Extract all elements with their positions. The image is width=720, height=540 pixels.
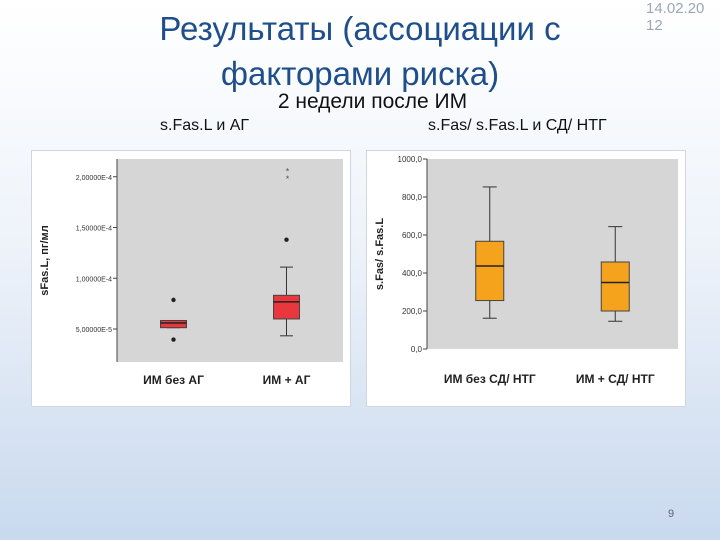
extreme-point: * xyxy=(286,174,290,184)
y-tick-label: 1,00000E-4 xyxy=(76,276,112,283)
slide-subtitle: 2 недели после ИМ xyxy=(277,90,468,113)
y-tick-label: 800,0 xyxy=(402,193,423,202)
y-tick-label: 0,0 xyxy=(411,345,423,354)
slide-date: 14.02.20 12 xyxy=(646,0,705,34)
box xyxy=(600,261,630,312)
right-boxplot-chart: 0,0 200,0 400,0 600,0 800,0 1000,0 s.Fas/ s.Fa… xyxy=(374,155,678,386)
left-chart-panel: 5,00000E-5 1,00000E-4 1,50000E-4 2,00000E-4… xyxy=(31,150,351,407)
right-chart-label: s.Fas/ s.Fas.L и СД/ НТГ xyxy=(428,117,607,134)
outlier-point xyxy=(171,297,176,303)
left-chart-label: s.Fas.L и АГ xyxy=(160,117,250,134)
x-category-label: ИМ + СД/ НТГ xyxy=(576,372,655,386)
box xyxy=(273,294,300,320)
y-tick-label: 600,0 xyxy=(402,231,423,240)
x-category-label: ИМ без СД/ НТГ xyxy=(444,372,536,386)
page-number: 9 xyxy=(668,508,675,520)
slide-title: Результаты (ассоциации с факторами риска… xyxy=(159,10,561,92)
box xyxy=(475,240,505,302)
outlier-point xyxy=(284,237,289,242)
plot-area xyxy=(427,159,678,349)
y-tick-label: 5,00000E-5 xyxy=(76,327,112,334)
extreme-point: * xyxy=(286,167,290,177)
y-axis-label: s.Fas/ s.Fas.L xyxy=(374,218,386,290)
y-tick-label: 400,0 xyxy=(402,269,423,278)
y-tick-label: 200,0 xyxy=(402,307,423,316)
x-category-label: ИМ без АГ xyxy=(143,373,204,387)
left-boxplot-chart: 5,00000E-5 1,00000E-4 1,50000E-4 2,00000E-4… xyxy=(39,159,343,387)
y-tick-label: 1,50000E-4 xyxy=(76,226,112,233)
outlier-point xyxy=(171,337,176,342)
plot-area xyxy=(117,159,343,362)
x-category-label: ИМ + АГ xyxy=(263,373,311,387)
y-axis-label: sFas.L, пг/мл xyxy=(39,225,51,295)
box xyxy=(160,319,187,329)
y-tick-label: 2,00000E-4 xyxy=(76,175,112,182)
y-tick-label: 1000,0 xyxy=(398,155,423,164)
right-chart-panel: 0,0 200,0 400,0 600,0 800,0 1000,0 s.Fas/ s.Fa… xyxy=(366,150,686,407)
